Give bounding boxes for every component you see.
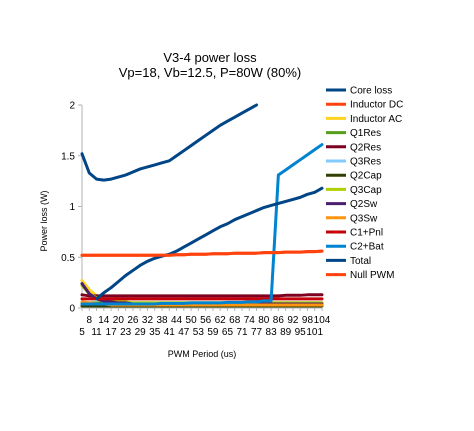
series-line-null-pwm	[80, 249, 324, 257]
legend-label-c2-bat: C2+Bat	[350, 242, 384, 253]
x-tick-label: 23	[120, 327, 132, 338]
x-tick-label: 17	[106, 327, 118, 338]
chart-legend: Core loss Inductor DC Inductor AC Q1Res Q2Re…	[326, 86, 403, 281]
x-tick-label: 89	[280, 327, 292, 338]
plot-area: 0 0.5 1 1.5 2 8 14 20 26 32 38 44 50 56 62 68 74 80 86 92 98…	[61, 101, 331, 339]
legend-label-q1res: Q1Res	[350, 128, 381, 139]
x-tick-label: 74	[244, 315, 256, 326]
legend-label-null-pwm: Null PWM	[350, 270, 394, 281]
x-tick-label: 50	[186, 315, 198, 326]
x-tick-label: 47	[178, 327, 190, 338]
x-tick-label: 8	[86, 315, 92, 326]
x-tick-label: 101	[306, 327, 323, 338]
y-tick-label: 1	[69, 202, 75, 213]
legend-label-q2sw: Q2Sw	[350, 199, 378, 210]
series-line-core-loss	[80, 103, 259, 182]
x-tick-label: 14	[98, 315, 110, 326]
legend-label-q3cap: Q3Cap	[350, 185, 382, 196]
x-tick-label: 95	[295, 327, 307, 338]
x-tick-label: 32	[142, 315, 154, 326]
x-tick-label: 5	[79, 327, 85, 338]
x-tick-label: 26	[127, 315, 139, 326]
legend-label-inductor-dc: Inductor DC	[350, 100, 403, 111]
x-tick-label: 20	[113, 315, 125, 326]
legend-label-q2res: Q2Res	[350, 142, 381, 153]
x-tick-label: 83	[266, 327, 278, 338]
legend-label-q3res: Q3Res	[350, 157, 381, 168]
x-tick-label: 44	[171, 315, 183, 326]
x-tick-label: 77	[251, 327, 263, 338]
x-tick-label: 29	[135, 327, 147, 338]
x-tick-label: 71	[236, 327, 248, 338]
x-tick-label: 56	[200, 315, 212, 326]
x-tick-label: 53	[193, 327, 205, 338]
series-line-c2-bat	[80, 143, 324, 306]
x-tick-label: 38	[156, 315, 168, 326]
chart-title: V3-4 power loss	[163, 50, 257, 65]
y-tick-label: 2	[69, 101, 75, 112]
x-tick-label: 86	[273, 315, 285, 326]
x-tick-label: 92	[287, 315, 299, 326]
x-tick-label: 62	[215, 315, 227, 326]
y-tick-label: 0	[69, 304, 75, 315]
legend-label-core-loss: Core loss	[350, 86, 392, 97]
x-tick-label: 68	[229, 315, 241, 326]
x-tick-label: 104	[314, 315, 331, 326]
x-tick-label: 35	[149, 327, 161, 338]
legend-label-total: Total	[350, 256, 371, 267]
legend-label-inductor-ac: Inductor AC	[350, 114, 402, 125]
legend-label-q3sw: Q3Sw	[350, 213, 378, 224]
chart-subtitle: Vp=18, Vb=12.5, P=80W (80%)	[119, 65, 301, 80]
y-axis-title: Power loss (W)	[39, 190, 49, 251]
series-line-total	[95, 186, 324, 301]
x-tick-label: 98	[302, 315, 314, 326]
x-tick-label: 41	[164, 327, 176, 338]
legend-label-c1-pnl: C1+Pnl	[350, 228, 383, 239]
x-tick-label: 80	[258, 315, 270, 326]
y-tick-label: 1.5	[61, 151, 75, 162]
x-tick-label: 59	[207, 327, 219, 338]
y-tick-label: 0.5	[61, 253, 75, 264]
series-line-q2res	[80, 293, 324, 298]
x-axis-title: PWM Period (us)	[168, 349, 237, 359]
legend-label-q2cap: Q2Cap	[350, 171, 382, 182]
x-tick-label: 11	[91, 327, 102, 338]
x-tick-label: 65	[222, 327, 234, 338]
